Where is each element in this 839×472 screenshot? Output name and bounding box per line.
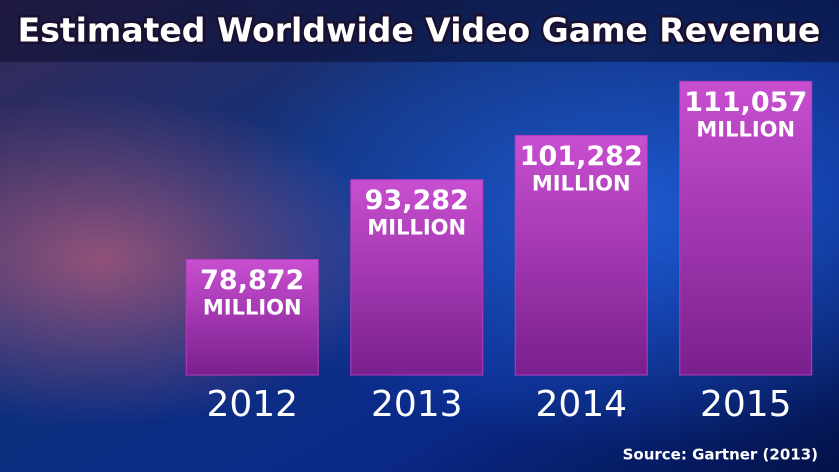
- value-unit: MILLION: [367, 216, 466, 240]
- value-unit: MILLION: [696, 117, 795, 141]
- value-label: 78,872: [200, 265, 304, 296]
- value-label: 93,282: [365, 185, 469, 216]
- x-tick-label: 2014: [535, 384, 627, 425]
- x-tick-label: 2012: [206, 384, 298, 425]
- bar: [350, 179, 484, 376]
- value-unit: MILLION: [203, 295, 302, 319]
- value-label: 101,282: [520, 141, 643, 172]
- chart-title: Estimated Worldwide Video Game Revenue: [18, 11, 821, 50]
- x-tick-label: 2013: [371, 384, 463, 425]
- value-label: 111,057: [684, 87, 807, 118]
- x-tick-label: 2015: [700, 384, 792, 425]
- bar: [514, 134, 648, 376]
- source: Source: Gartner (2013): [623, 446, 818, 464]
- bar: [679, 80, 813, 376]
- value-unit: MILLION: [532, 171, 631, 195]
- bar: [185, 258, 319, 376]
- title-band: [0, 0, 839, 62]
